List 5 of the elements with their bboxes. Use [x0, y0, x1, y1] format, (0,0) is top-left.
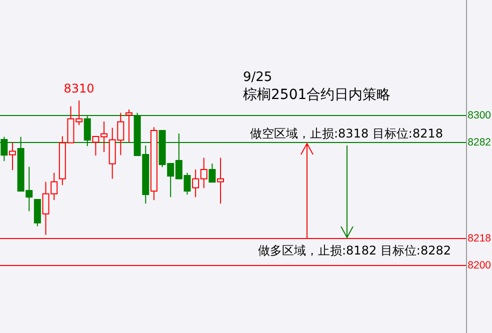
annotation: 棕榈2501合约日内策略: [243, 87, 391, 103]
annotation: 8310: [64, 82, 94, 96]
annotation: 做空区域，止损:8318 目标位:8218: [250, 126, 443, 140]
annotation: 9/25: [243, 70, 272, 85]
annotation: 做多区域，止损:8182 目标位:8282: [258, 244, 451, 258]
